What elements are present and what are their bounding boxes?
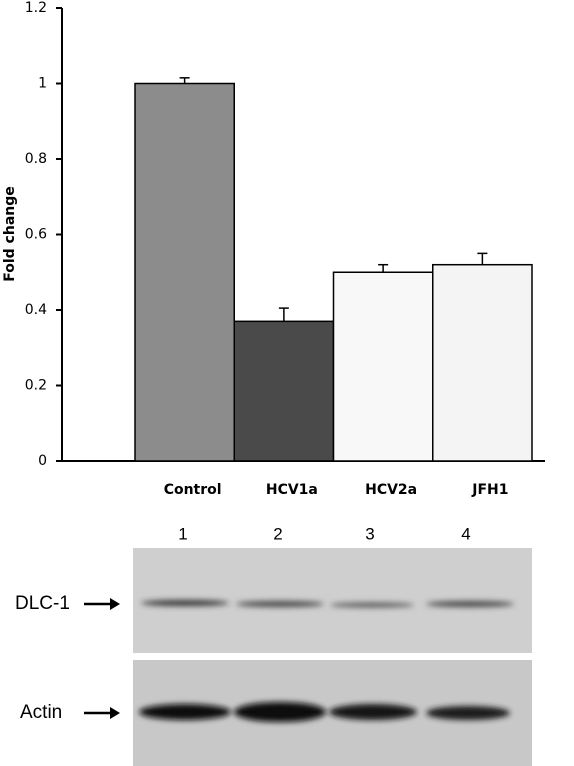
x-tick-label: Control [164,482,222,498]
bar [332,271,434,462]
bar [233,320,335,462]
arrow-head [110,707,120,719]
lane-number: 3 [365,524,374,543]
arrow-head [110,598,120,610]
lane-number: 1 [178,524,187,543]
blot-bands [139,600,514,722]
band [426,706,510,720]
lane-number: 2 [273,524,282,543]
y-tick-label: 0.8 [25,151,47,167]
band [426,601,514,607]
bar [134,82,235,462]
band [234,702,326,722]
band [330,602,414,608]
y-axis-label: Fold change [2,186,18,282]
y-tick-label: 1 [38,76,47,92]
y-tick-label: 0.4 [25,302,47,318]
bar [432,263,533,462]
y-tick-label: 1.2 [25,0,47,16]
blot-label: DLC-1 [15,593,70,614]
y-tick-label: 0 [38,453,47,469]
band [329,704,417,720]
blot-label: Actin [20,702,62,723]
band [236,601,324,607]
x-tick-label: HCV1a [266,482,318,498]
y-tick-label: 0.6 [25,227,47,243]
x-tick-label: JFH1 [471,482,508,498]
band [139,704,231,720]
y-tick-label: 0.2 [25,378,47,394]
lane-number: 4 [461,524,470,543]
band [141,600,229,606]
x-tick-label: HCV2a [365,482,417,498]
